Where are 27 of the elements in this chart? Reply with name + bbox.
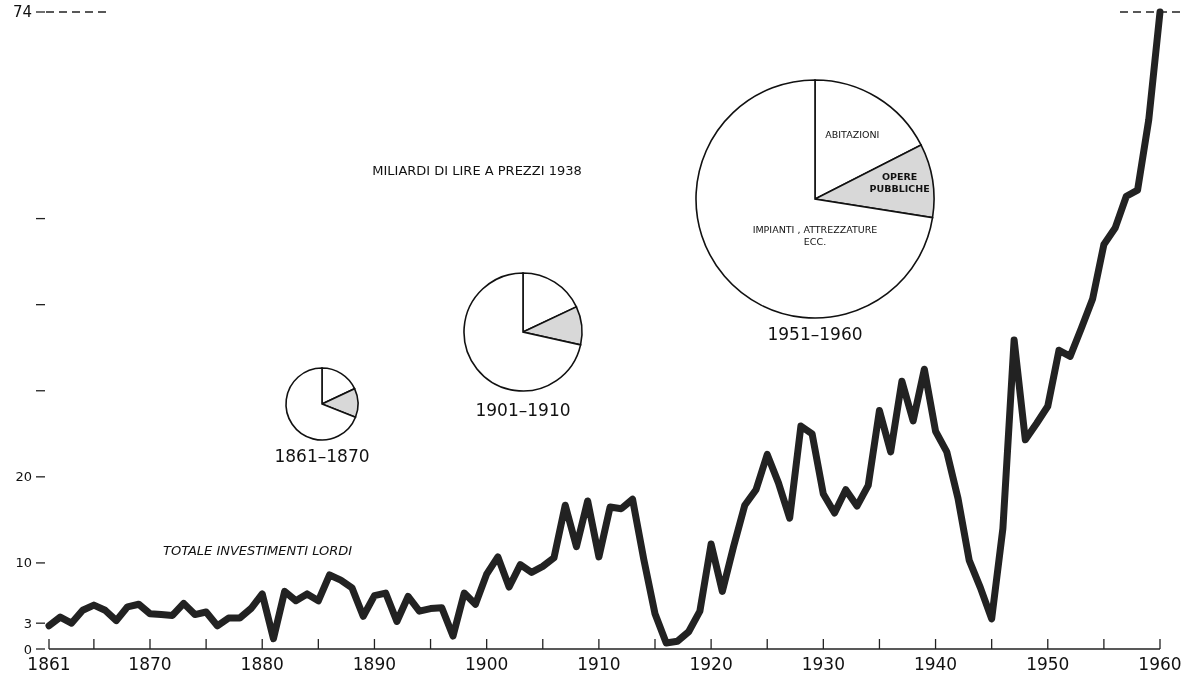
x-tick-label: 1910 [577, 654, 621, 674]
x-tick-label: 1890 [352, 654, 397, 674]
slice-label: OPERE PUBBLICHE [869, 170, 930, 194]
x-tick-label: 1920 [689, 654, 733, 674]
series-label: TOTALE INVESTIMENTI LORDI [163, 543, 353, 558]
y-tick-label: 0 [23, 641, 32, 657]
y-tick-label: 20 [15, 469, 32, 485]
pie-slice [285, 367, 357, 441]
text: 1951–1960 [767, 324, 863, 344]
pie-slice [463, 272, 582, 392]
y-tick-label: 10 [15, 555, 32, 571]
y-axis-title: MILIARDI DI LIRE A PREZZI 1938 [372, 163, 582, 178]
x-tick-label: 1900 [465, 654, 509, 674]
x-tick-label: 1960 [1138, 654, 1182, 674]
slice-label: ABITAZIONI [825, 129, 880, 141]
text: 1901–1910 [475, 400, 571, 420]
x-tick-label: 1880 [240, 654, 284, 674]
x-tick-label: 1870 [128, 654, 172, 674]
y-tick-label: 3 [23, 615, 32, 631]
slice-label: IMPIANTI , ATTREZZATURE ECC. [752, 224, 878, 247]
x-tick-label: 1940 [913, 654, 958, 674]
y-tick-label: 74 [12, 3, 32, 22]
x-tick-label: 1950 [1026, 654, 1070, 674]
text: 1861–1870 [274, 446, 370, 466]
pie-slice [695, 79, 934, 319]
x-tick-label: 1861 [27, 654, 71, 674]
x-tick-label: 1930 [801, 654, 845, 674]
